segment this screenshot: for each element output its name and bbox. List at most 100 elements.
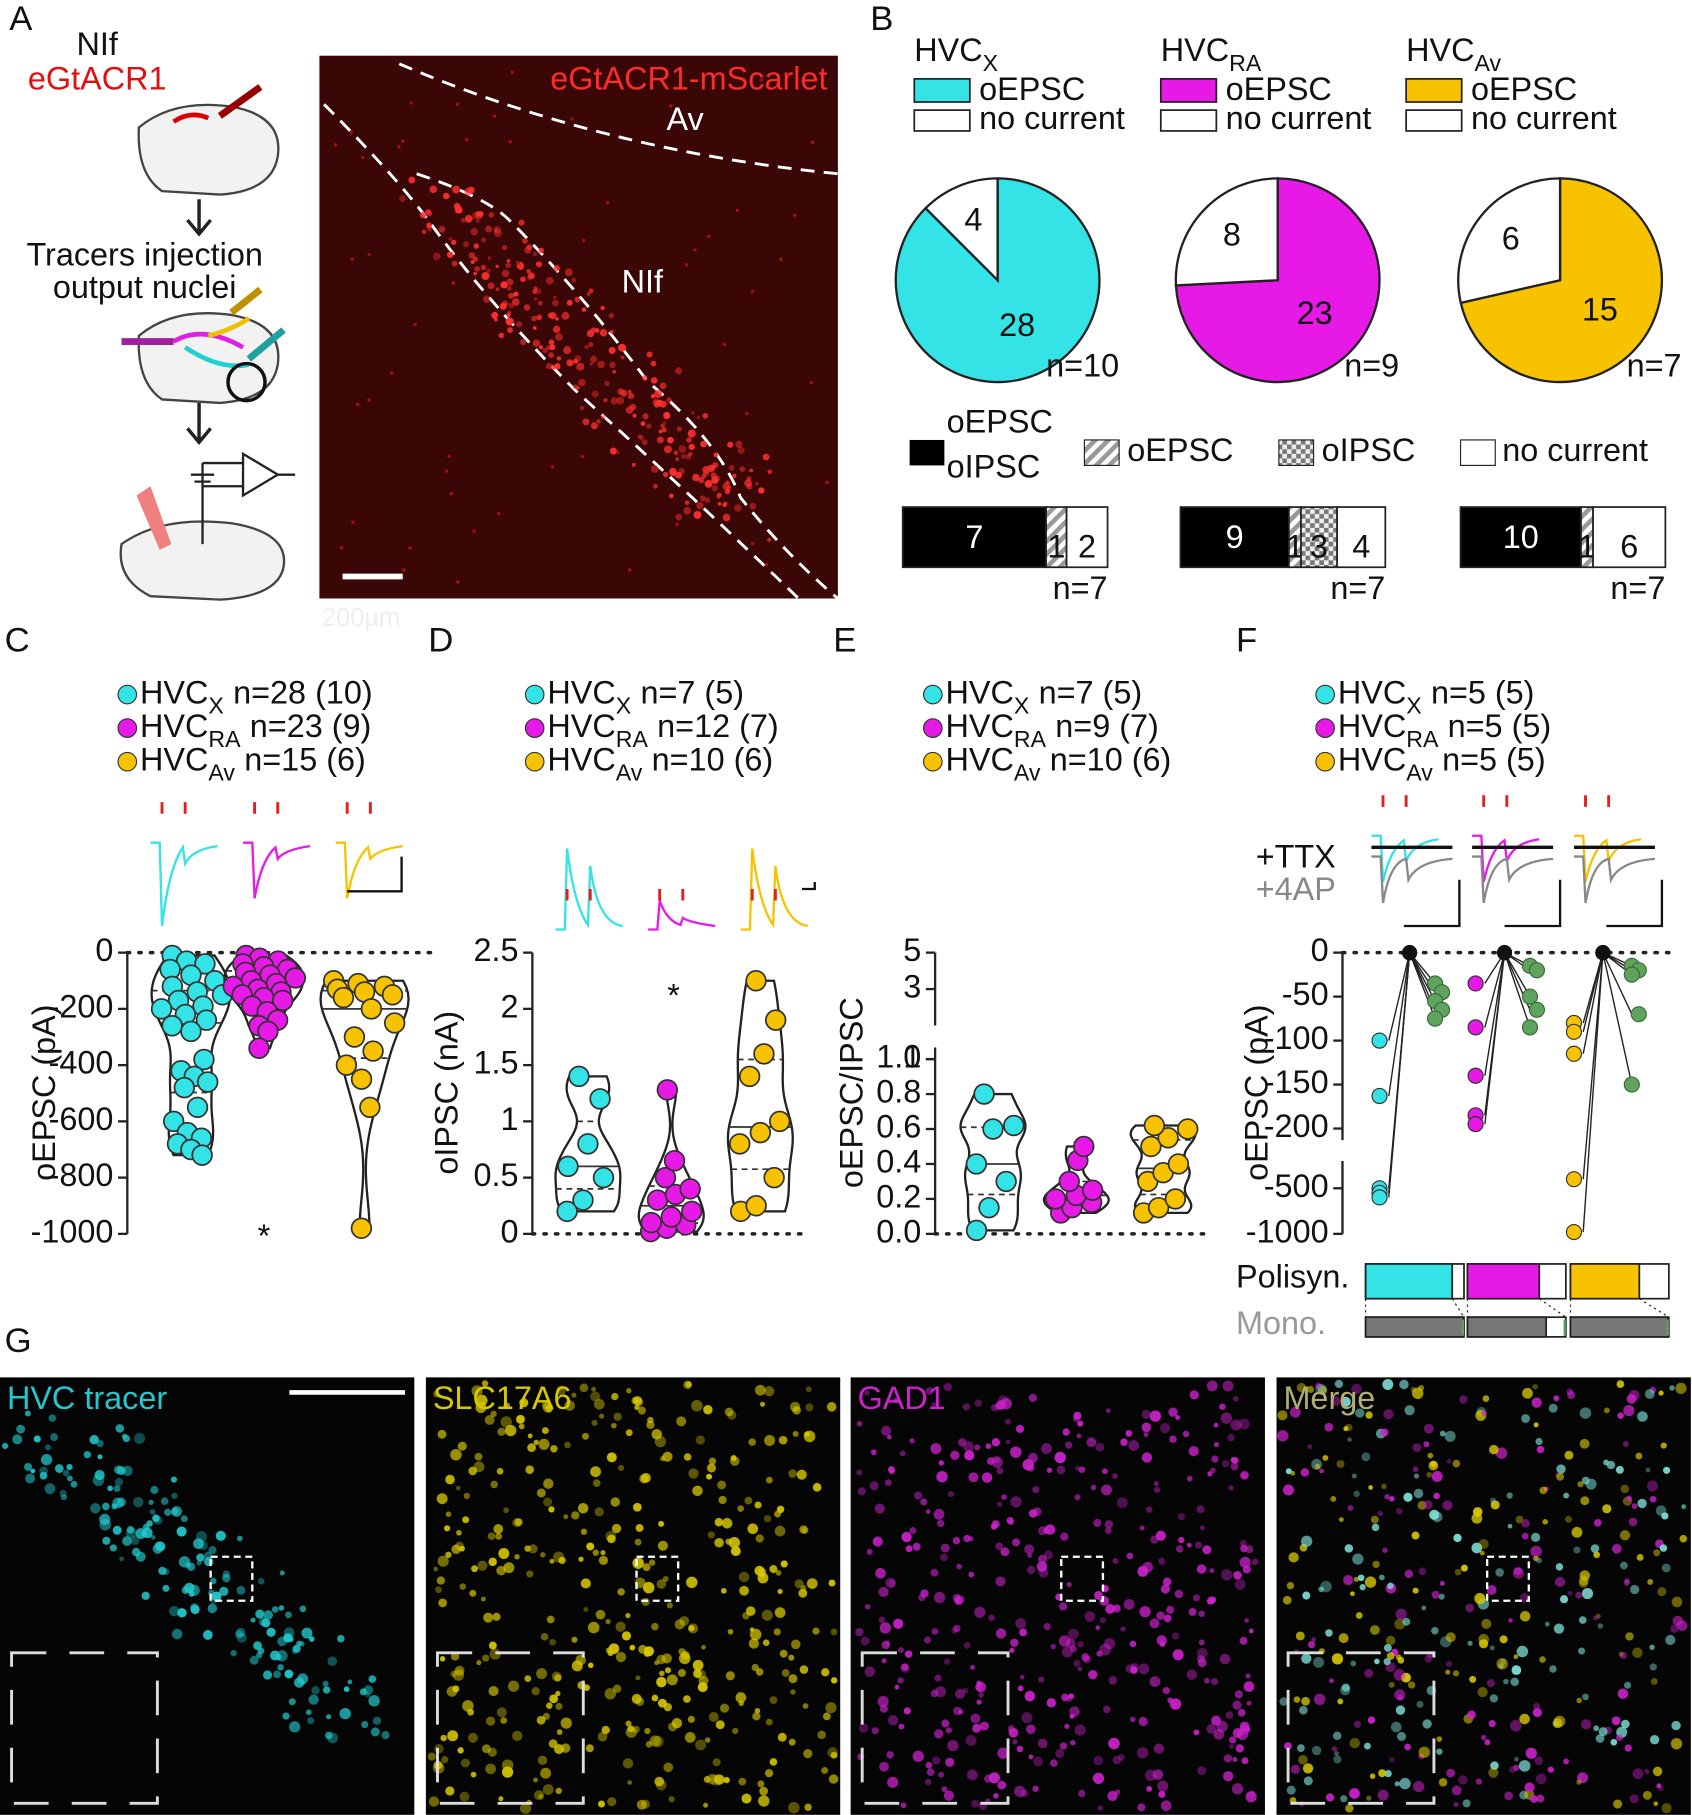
cell: [723, 501, 728, 506]
cell: [974, 1444, 981, 1451]
cell: [1519, 1713, 1530, 1725]
cell: [1295, 1631, 1305, 1641]
cell: [1055, 1748, 1065, 1758]
bar-segment: [1569, 1263, 1641, 1300]
cell: [976, 1699, 982, 1705]
cell: [1647, 1578, 1654, 1585]
cell: [107, 1485, 113, 1492]
cell: [1567, 1391, 1576, 1400]
cell: [1533, 1422, 1539, 1428]
y-tick-label: 0.6: [876, 1109, 921, 1145]
cell: [661, 427, 667, 433]
cell: [1172, 1649, 1184, 1661]
cell: [462, 1516, 470, 1524]
cell: [968, 1536, 974, 1542]
cell: [150, 1485, 159, 1494]
cell: [1431, 1627, 1439, 1635]
y-tick-label: -100: [1264, 1020, 1329, 1056]
cell: [495, 264, 499, 269]
cell: [597, 360, 605, 369]
cell: [605, 1618, 611, 1625]
cell: [1374, 1658, 1380, 1665]
cell: [864, 1604, 871, 1610]
cell: [1433, 1492, 1440, 1500]
cell: [1652, 1766, 1663, 1777]
y-tick-label: -1000: [31, 1213, 114, 1249]
cell: [790, 1639, 801, 1650]
cell: [70, 1480, 78, 1488]
group-sub: Av: [208, 760, 235, 786]
group-label: HVCX n=28 (10): [140, 674, 373, 719]
cell: [389, 371, 394, 375]
cell: [1595, 1734, 1605, 1743]
cell: [582, 418, 590, 426]
cell: [1555, 1563, 1564, 1571]
cell: [448, 237, 453, 241]
cell: [666, 1674, 678, 1686]
cell: [1646, 1480, 1658, 1492]
cell: [343, 1686, 350, 1693]
cell: [695, 1739, 707, 1751]
pair-line: [1582, 952, 1604, 1032]
group-label: HVCRA n=23 (9): [140, 708, 371, 753]
cell: [812, 1627, 820, 1635]
data-point: [577, 1133, 599, 1155]
cell: [1279, 1697, 1289, 1706]
cell: [487, 256, 492, 261]
scale-bar: [1504, 879, 1562, 928]
cell: [578, 1556, 584, 1562]
cell: [1244, 1618, 1250, 1623]
data-point: [995, 1170, 1017, 1193]
cell: [542, 1402, 554, 1413]
cell: [688, 1468, 699, 1479]
cell: [803, 1430, 816, 1443]
cell: [881, 1425, 892, 1436]
cell: [553, 1551, 565, 1563]
cell: [748, 1438, 756, 1446]
cell: [162, 1584, 170, 1592]
cell: [1284, 1742, 1292, 1751]
cell: [1120, 1626, 1126, 1632]
cell: [855, 1627, 864, 1637]
cell: [500, 281, 508, 289]
cell: [685, 454, 692, 460]
cell: [585, 1744, 594, 1753]
cell: [515, 321, 523, 328]
cell: [1539, 1486, 1548, 1495]
cell: [494, 228, 498, 233]
cell: [996, 1467, 1004, 1475]
cell: [370, 1727, 380, 1737]
cell: [625, 1613, 631, 1619]
cell: [496, 1707, 507, 1718]
cell: [1341, 1683, 1350, 1692]
cell: [1610, 1738, 1618, 1746]
cell: [219, 1586, 229, 1597]
data-point: [1177, 1118, 1199, 1140]
cell: [754, 1384, 766, 1396]
cell: [933, 1591, 946, 1604]
cell: [481, 1380, 489, 1387]
cell: [806, 1578, 818, 1589]
cell: [663, 445, 672, 454]
cell: [133, 1496, 144, 1508]
cell: [788, 1738, 796, 1746]
cell: [767, 469, 773, 475]
group-label: HVCAv n=10 (6): [547, 741, 773, 786]
cell: [1488, 1720, 1496, 1728]
cell: [769, 1758, 778, 1766]
cell: [1206, 1380, 1218, 1392]
cell: [675, 513, 683, 521]
cell: [1365, 1411, 1373, 1419]
scale-bar: [1606, 879, 1664, 928]
cell: [1442, 1500, 1453, 1511]
cell: [1026, 1724, 1036, 1735]
cell: [1624, 1578, 1630, 1584]
cell: [1577, 1772, 1589, 1784]
trace: [150, 841, 218, 927]
cell: [503, 1507, 509, 1514]
cell: [1073, 1411, 1082, 1420]
cell: [488, 1641, 497, 1650]
cell: [1123, 1598, 1135, 1610]
bar-segment: [1466, 1316, 1548, 1338]
cell: [552, 325, 561, 333]
